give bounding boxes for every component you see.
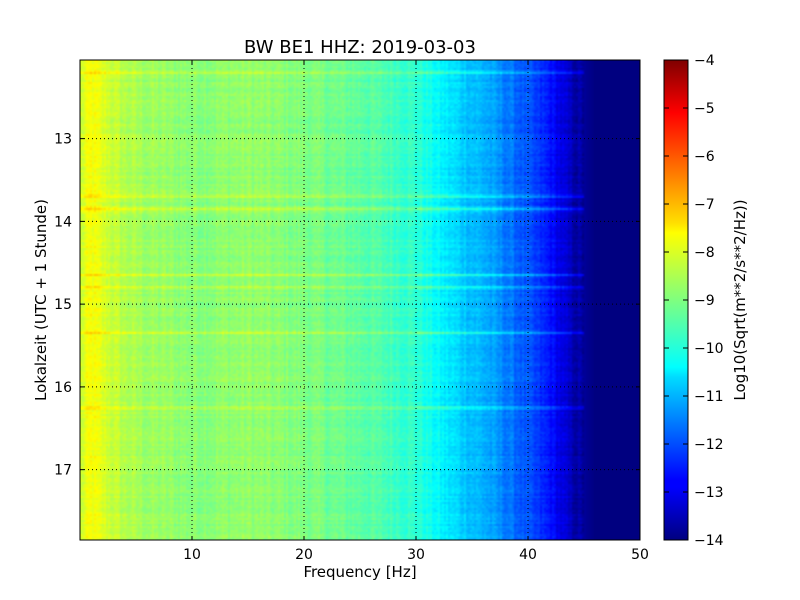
colorbar-tick-label: −12 <box>694 437 724 453</box>
heatmap <box>80 60 640 540</box>
heatmap-image <box>80 60 640 540</box>
y-axis-label: Lokalzeit (UTC + 1 Stunde) <box>32 199 50 401</box>
x-tick-label: 40 <box>519 547 537 563</box>
colorbar-tick-label: −10 <box>694 341 724 357</box>
colorbar-tick-label: −7 <box>694 197 715 213</box>
colorbar-tick-label: −6 <box>694 149 715 165</box>
chart-title: BW BE1 HHZ: 2019-03-03 <box>244 37 476 58</box>
x-tick-label: 50 <box>631 547 649 563</box>
colorbar-label: Log10(Sqrt(m**2/s**2/Hz)) <box>731 199 749 400</box>
colorbar-tick-label: −8 <box>694 245 715 261</box>
plot-frame <box>79 59 641 541</box>
colorbar-tick-label: −11 <box>694 389 724 405</box>
y-tick-label: 13 <box>54 132 72 148</box>
colorbar-tick-label: −4 <box>694 53 715 69</box>
colorbar-tick-label: −13 <box>694 485 724 501</box>
x-tick-label: 20 <box>295 547 313 563</box>
y-tick-label: 15 <box>54 297 72 313</box>
grid-lines <box>80 60 640 540</box>
colorbar-tick-label: −14 <box>694 533 724 549</box>
x-axis-label: Frequency [Hz] <box>303 563 416 581</box>
colorbar-ticks: −4 −5 −6 −7 −8 −9 −10 −11 −12 −13 −14 <box>664 53 724 549</box>
colorbar-tick-label: −9 <box>694 293 715 309</box>
colorbar-tick-label: −5 <box>694 101 715 117</box>
x-tick-label: 10 <box>183 547 201 563</box>
y-tick-label: 14 <box>54 214 72 230</box>
y-tick-label: 16 <box>54 380 72 396</box>
y-axis-ticks: 13 14 15 16 17 <box>54 132 640 479</box>
y-tick-label: 17 <box>54 463 72 479</box>
x-axis-ticks: 10 20 30 40 50 <box>183 60 649 563</box>
x-tick-label: 30 <box>407 547 425 563</box>
